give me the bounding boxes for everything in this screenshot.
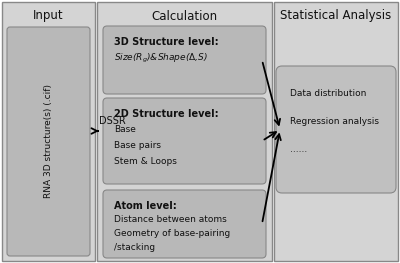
FancyBboxPatch shape <box>103 98 266 184</box>
Text: RNA 3D structure(s) (.cif): RNA 3D structure(s) (.cif) <box>44 84 53 199</box>
FancyBboxPatch shape <box>97 2 272 261</box>
Text: Calculation: Calculation <box>152 9 218 23</box>
Text: Atom level:: Atom level: <box>114 201 177 211</box>
Text: Base: Base <box>114 125 136 134</box>
Text: 2D Structure level:: 2D Structure level: <box>114 109 219 119</box>
FancyBboxPatch shape <box>103 26 266 94</box>
Text: Distance between atoms: Distance between atoms <box>114 215 227 225</box>
Text: Stem & Loops: Stem & Loops <box>114 158 177 166</box>
Text: Statistical Analysis: Statistical Analysis <box>280 9 392 23</box>
Text: Geometry of base-pairing: Geometry of base-pairing <box>114 230 230 239</box>
FancyBboxPatch shape <box>7 27 90 256</box>
Text: /stacking: /stacking <box>114 244 155 252</box>
Text: Size($R_g$)&Shape($\Delta$,$S$): Size($R_g$)&Shape($\Delta$,$S$) <box>114 52 208 64</box>
Text: Input: Input <box>33 9 64 23</box>
FancyBboxPatch shape <box>103 190 266 258</box>
Text: 3D Structure level:: 3D Structure level: <box>114 37 219 47</box>
Text: Regression analysis: Regression analysis <box>290 118 379 127</box>
Text: DSSR: DSSR <box>99 116 126 126</box>
Text: Base pairs: Base pairs <box>114 141 161 150</box>
FancyBboxPatch shape <box>2 2 95 261</box>
Text: Data distribution: Data distribution <box>290 89 366 99</box>
Text: ......: ...... <box>290 145 307 154</box>
FancyBboxPatch shape <box>274 2 398 261</box>
FancyBboxPatch shape <box>276 66 396 193</box>
